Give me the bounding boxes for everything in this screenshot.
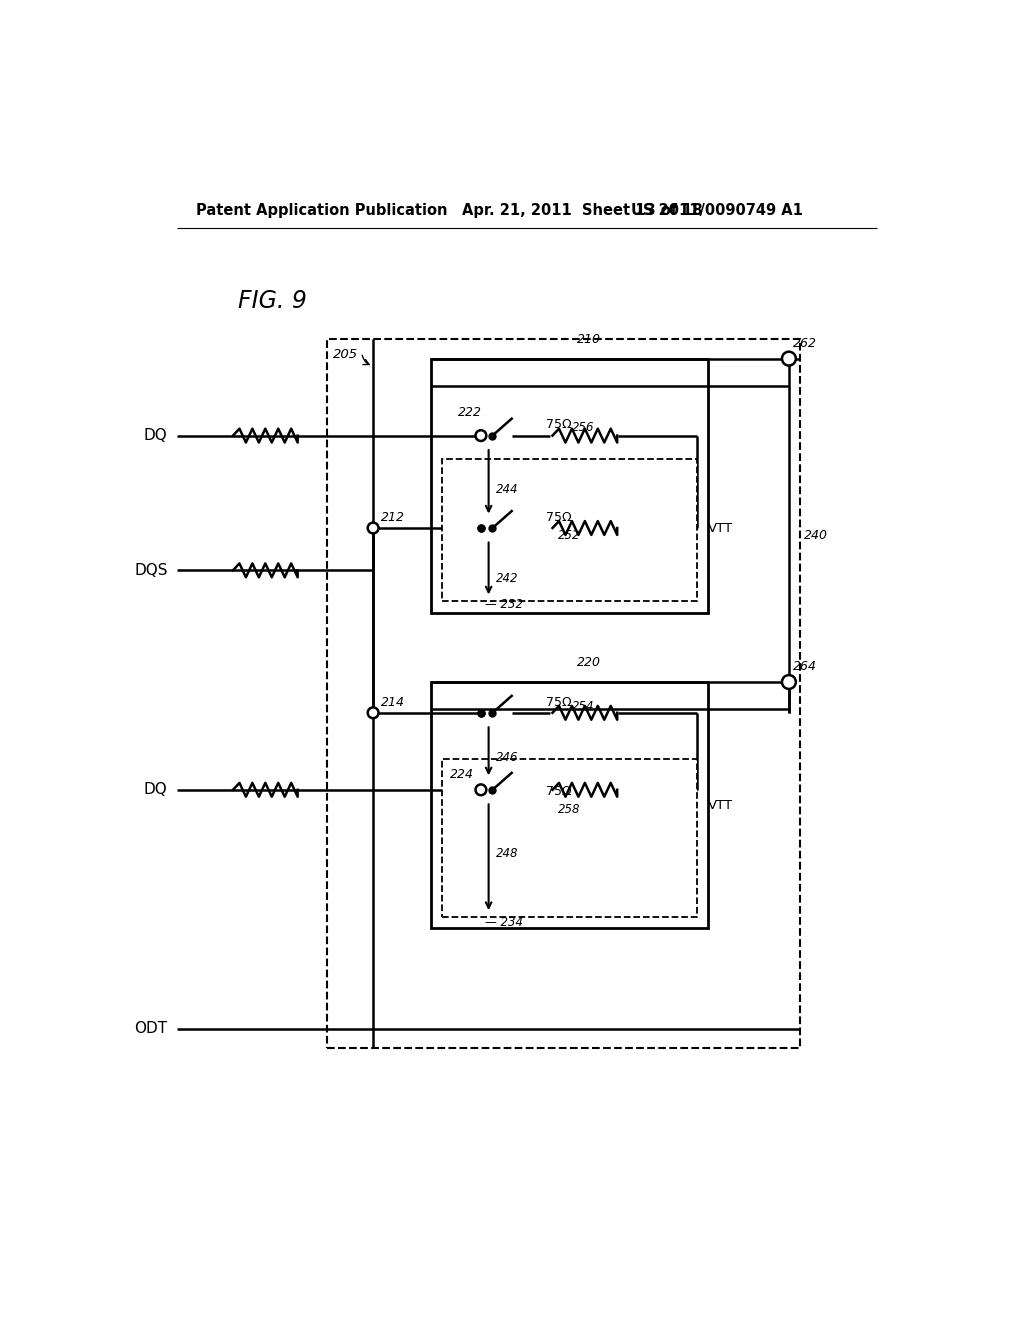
Circle shape [782,675,796,689]
Circle shape [475,784,486,795]
Text: 75Ω: 75Ω [547,511,572,524]
Text: VTT: VTT [708,799,733,812]
Text: 244: 244 [497,483,519,496]
Text: 246: 246 [497,751,519,764]
Bar [431,682,708,928]
Text: US 2011/0090749 A1: US 2011/0090749 A1 [631,203,803,218]
Text: 242: 242 [497,572,519,585]
Text: DQ: DQ [143,428,168,444]
Text: 75Ω: 75Ω [547,785,572,797]
Bar [431,359,708,612]
Text: 75Ω: 75Ω [547,696,572,709]
Circle shape [782,351,796,366]
Text: Apr. 21, 2011  Sheet 13 of 18: Apr. 21, 2011 Sheet 13 of 18 [462,203,702,218]
Text: 256: 256 [571,421,594,434]
Text: 262: 262 [793,337,817,350]
Text: — 232: — 232 [484,598,523,611]
Text: ODT: ODT [134,1020,168,1036]
Text: DQ: DQ [143,783,168,797]
Bar [327,339,801,1048]
Circle shape [368,708,379,718]
Circle shape [475,430,486,441]
Text: Patent Application Publication: Patent Application Publication [196,203,447,218]
Text: 240: 240 [804,529,828,543]
Text: DQS: DQS [134,562,168,578]
Text: 205: 205 [333,348,357,362]
Text: 254: 254 [571,700,594,713]
Bar [442,759,696,917]
Text: 258: 258 [558,803,581,816]
Text: FIG. 9: FIG. 9 [239,289,307,313]
Text: 220: 220 [578,656,601,669]
Text: — 234: — 234 [484,916,523,929]
Text: 248: 248 [497,847,519,861]
Circle shape [368,523,379,533]
Text: 212: 212 [381,511,404,524]
Text: 210: 210 [578,333,601,346]
Text: 224: 224 [451,768,474,781]
Bar [442,459,696,601]
Text: 214: 214 [381,696,404,709]
Text: 264: 264 [793,660,817,673]
Text: 222: 222 [458,407,482,418]
Text: 75Ω: 75Ω [547,417,572,430]
Text: VTT: VTT [708,521,733,535]
Text: 252: 252 [558,529,581,543]
